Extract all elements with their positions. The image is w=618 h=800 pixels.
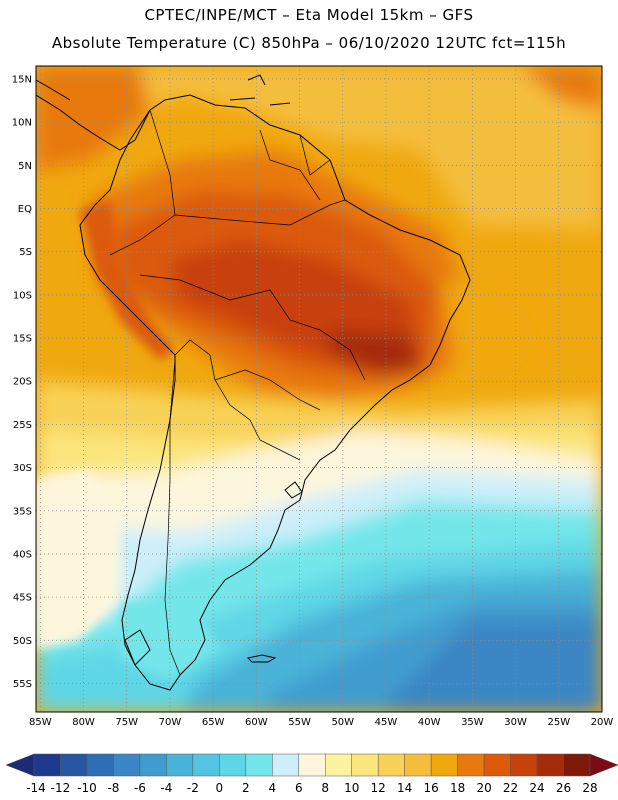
lon-label: 50W	[331, 717, 354, 728]
lat-label: 5S	[19, 247, 32, 258]
colorbar-swatch	[113, 753, 141, 777]
coastlines	[36, 74, 471, 691]
lon-label: 85W	[29, 717, 52, 728]
colorbar-swatch	[404, 753, 432, 777]
colorbar-tick-label: -14	[26, 781, 46, 795]
map-title-line-2: Absolute Temperature (C) 850hPa – 06/10/…	[51, 34, 567, 52]
colorbar-tick-label: 6	[295, 781, 303, 795]
colorbar-swatch	[192, 753, 220, 777]
lat-label: 35S	[13, 506, 32, 517]
colorbar-tick-label: 2	[242, 781, 250, 795]
map-frame	[35, 65, 603, 713]
lat-label: 45S	[13, 593, 32, 604]
colorbar-swatch	[510, 753, 538, 777]
lat-label: 30S	[13, 463, 32, 474]
colorbar-swatch	[86, 753, 114, 777]
colorbar-swatch	[536, 753, 564, 777]
colorbar-swatch	[298, 753, 326, 777]
colorbar-swatch	[457, 753, 485, 777]
colorbar-tick-label: -8	[107, 781, 119, 795]
colorbar-tick-label: 22	[503, 781, 518, 795]
country-borders	[109, 109, 366, 676]
colorbar-swatch	[483, 753, 511, 777]
colorbar-tick-label: -6	[134, 781, 146, 795]
lon-label: 25W	[547, 717, 570, 728]
colorbar-over-triangle	[589, 753, 618, 777]
lat-label: 55S	[13, 679, 32, 690]
colorbar-swatch	[139, 753, 167, 777]
colorbar-tick-label: 14	[397, 781, 412, 795]
colorbar-labels: -14 -12 -10 -8 -6 -4 -2 0 2 4 6 8 10 12 14 16 18 20 22 24 26…	[26, 781, 597, 795]
lon-label: 30W	[504, 717, 527, 728]
temperature-field	[36, 66, 602, 712]
colorbar-tick-label: 10	[344, 781, 359, 795]
lat-label: 20S	[13, 377, 32, 388]
colorbar-under-triangle	[5, 753, 35, 777]
colorbar-tick-label: 26	[556, 781, 571, 795]
lon-label: 40W	[418, 717, 441, 728]
lat-label: 40S	[13, 549, 32, 560]
map-title-line-1: CPTEC/INPE/MCT – Eta Model 15km – GFS	[144, 6, 474, 24]
colorbar-swatch	[33, 753, 61, 777]
lat-label: 5N	[18, 161, 32, 172]
colorbar-tick-label: 18	[450, 781, 465, 795]
colorbar-swatch	[272, 753, 300, 777]
colorbar-tick-label: 0	[216, 781, 224, 795]
colorbar-tick-label: 24	[529, 781, 544, 795]
lat-label: 15N	[12, 74, 32, 85]
longitude-labels: 85W 80W 75W 70W 65W 60W 55W 50W 45W 40W 35W 30W 25W 2…	[29, 717, 613, 728]
colorbar-swatch	[563, 753, 591, 777]
colorbar-swatch	[430, 753, 458, 777]
colorbar	[5, 753, 618, 777]
colorbar-tick-label: 16	[424, 781, 439, 795]
lon-label: 45W	[375, 717, 398, 728]
colorbar-tick-label: -2	[187, 781, 199, 795]
colorbar-tick-label: 12	[371, 781, 386, 795]
colorbar-swatch	[377, 753, 405, 777]
lon-label: 60W	[245, 717, 268, 728]
lon-label: 20W	[591, 717, 614, 728]
colorbar-tick-label: -4	[160, 781, 172, 795]
colorbar-tick-label: 8	[321, 781, 329, 795]
colorbar-tick-label: -10	[77, 781, 97, 795]
lat-label: 50S	[13, 636, 32, 647]
lon-label: 75W	[115, 717, 138, 728]
lon-label: 65W	[202, 717, 225, 728]
colorbar-tick-label: 20	[476, 781, 491, 795]
latitude-labels: 15N 10N 5N EQ 5S 10S 15S 20S 25S 30S 35S 40S 45S 50S 5…	[12, 74, 32, 690]
colorbar-tick-label: 28	[582, 781, 597, 795]
colorbar-tick-label: -12	[51, 781, 71, 795]
colorbar-tick-label: 4	[268, 781, 276, 795]
lat-label: 10S	[13, 290, 32, 301]
lon-label: 80W	[72, 717, 95, 728]
colorbar-swatch	[219, 753, 247, 777]
lon-label: 70W	[159, 717, 182, 728]
lon-label: 35W	[461, 717, 484, 728]
colorbar-swatch	[60, 753, 88, 777]
lon-label: 55W	[288, 717, 311, 728]
colorbar-swatch	[245, 753, 273, 777]
colorbar-swatch	[166, 753, 194, 777]
lat-label: EQ	[18, 204, 32, 215]
lat-label: 15S	[13, 334, 32, 345]
lat-label: 25S	[13, 420, 32, 431]
colorbar-swatch	[324, 753, 352, 777]
colorbar-swatch	[351, 753, 379, 777]
lat-label: 10N	[12, 118, 32, 129]
